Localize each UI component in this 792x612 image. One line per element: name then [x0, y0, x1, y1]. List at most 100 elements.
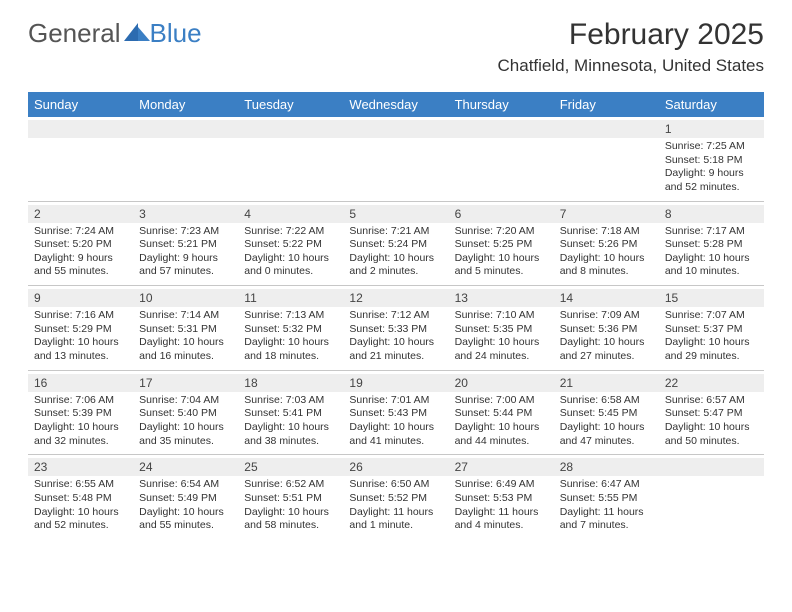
day-ss: Sunset: 5:49 PM: [139, 492, 232, 506]
day-dl2: and 35 minutes.: [139, 435, 232, 449]
empty-cell: [659, 455, 764, 539]
day-number: 11: [238, 289, 343, 307]
day-dl1: Daylight: 10 hours: [139, 336, 232, 350]
day-dl2: and 10 minutes.: [665, 265, 758, 279]
weekday-tuesday: Tuesday: [238, 92, 343, 117]
day-number: 24: [133, 458, 238, 476]
day-number: 25: [238, 458, 343, 476]
day-dl1: Daylight: 9 hours: [139, 252, 232, 266]
day-number: 1: [659, 120, 764, 138]
day-sr: Sunrise: 7:06 AM: [34, 394, 127, 408]
week-row: 16Sunrise: 7:06 AMSunset: 5:39 PMDayligh…: [28, 370, 764, 455]
day-cell: 19Sunrise: 7:01 AMSunset: 5:43 PMDayligh…: [343, 371, 448, 455]
day-number: 15: [659, 289, 764, 307]
day-cell: 26Sunrise: 6:50 AMSunset: 5:52 PMDayligh…: [343, 455, 448, 539]
empty-cell: [238, 117, 343, 201]
day-dl2: and 5 minutes.: [455, 265, 548, 279]
week-row: 1Sunrise: 7:25 AMSunset: 5:18 PMDaylight…: [28, 117, 764, 201]
day-number: 18: [238, 374, 343, 392]
logo: General Blue: [28, 18, 202, 49]
day-dl2: and 2 minutes.: [349, 265, 442, 279]
empty-cell: [343, 117, 448, 201]
day-sr: Sunrise: 6:47 AM: [560, 478, 653, 492]
day-dl2: and 44 minutes.: [455, 435, 548, 449]
day-sr: Sunrise: 7:09 AM: [560, 309, 653, 323]
day-cell: 4Sunrise: 7:22 AMSunset: 5:22 PMDaylight…: [238, 202, 343, 286]
day-ss: Sunset: 5:43 PM: [349, 407, 442, 421]
day-ss: Sunset: 5:51 PM: [244, 492, 337, 506]
weekday-monday: Monday: [133, 92, 238, 117]
day-sr: Sunrise: 6:49 AM: [455, 478, 548, 492]
day-dl1: Daylight: 11 hours: [455, 506, 548, 520]
empty-daynum: [449, 120, 554, 138]
day-sr: Sunrise: 7:03 AM: [244, 394, 337, 408]
month-title: February 2025: [498, 18, 764, 52]
day-dl2: and 24 minutes.: [455, 350, 548, 364]
day-dl2: and 41 minutes.: [349, 435, 442, 449]
day-number: 26: [343, 458, 448, 476]
day-dl2: and 16 minutes.: [139, 350, 232, 364]
weekday-friday: Friday: [554, 92, 659, 117]
weekday-wednesday: Wednesday: [343, 92, 448, 117]
day-dl2: and 0 minutes.: [244, 265, 337, 279]
day-cell: 27Sunrise: 6:49 AMSunset: 5:53 PMDayligh…: [449, 455, 554, 539]
empty-daynum: [238, 120, 343, 138]
day-ss: Sunset: 5:26 PM: [560, 238, 653, 252]
day-cell: 9Sunrise: 7:16 AMSunset: 5:29 PMDaylight…: [28, 286, 133, 370]
day-number: 2: [28, 205, 133, 223]
week-row: 9Sunrise: 7:16 AMSunset: 5:29 PMDaylight…: [28, 285, 764, 370]
day-ss: Sunset: 5:40 PM: [139, 407, 232, 421]
day-dl2: and 4 minutes.: [455, 519, 548, 533]
day-cell: 16Sunrise: 7:06 AMSunset: 5:39 PMDayligh…: [28, 371, 133, 455]
day-cell: 14Sunrise: 7:09 AMSunset: 5:36 PMDayligh…: [554, 286, 659, 370]
empty-cell: [554, 117, 659, 201]
day-sr: Sunrise: 6:54 AM: [139, 478, 232, 492]
day-ss: Sunset: 5:18 PM: [665, 154, 758, 168]
day-ss: Sunset: 5:55 PM: [560, 492, 653, 506]
day-dl2: and 27 minutes.: [560, 350, 653, 364]
day-sr: Sunrise: 7:23 AM: [139, 225, 232, 239]
weekday-thursday: Thursday: [449, 92, 554, 117]
day-sr: Sunrise: 7:24 AM: [34, 225, 127, 239]
empty-cell: [449, 117, 554, 201]
day-ss: Sunset: 5:48 PM: [34, 492, 127, 506]
day-dl1: Daylight: 10 hours: [244, 506, 337, 520]
day-dl1: Daylight: 9 hours: [34, 252, 127, 266]
weekday-header: SundayMondayTuesdayWednesdayThursdayFrid…: [28, 92, 764, 117]
day-dl1: Daylight: 10 hours: [244, 336, 337, 350]
day-ss: Sunset: 5:28 PM: [665, 238, 758, 252]
day-sr: Sunrise: 7:17 AM: [665, 225, 758, 239]
day-dl2: and 52 minutes.: [665, 181, 758, 195]
day-dl1: Daylight: 10 hours: [34, 421, 127, 435]
day-dl1: Daylight: 10 hours: [455, 252, 548, 266]
day-dl1: Daylight: 11 hours: [349, 506, 442, 520]
logo-text-general: General: [28, 18, 121, 49]
day-number: 7: [554, 205, 659, 223]
empty-cell: [28, 117, 133, 201]
day-sr: Sunrise: 7:00 AM: [455, 394, 548, 408]
day-number: 20: [449, 374, 554, 392]
day-sr: Sunrise: 7:13 AM: [244, 309, 337, 323]
day-cell: 17Sunrise: 7:04 AMSunset: 5:40 PMDayligh…: [133, 371, 238, 455]
day-sr: Sunrise: 7:12 AM: [349, 309, 442, 323]
day-cell: 13Sunrise: 7:10 AMSunset: 5:35 PMDayligh…: [449, 286, 554, 370]
day-number: 23: [28, 458, 133, 476]
day-dl1: Daylight: 10 hours: [665, 421, 758, 435]
logo-text-blue: Blue: [150, 18, 202, 49]
day-dl1: Daylight: 10 hours: [560, 421, 653, 435]
day-sr: Sunrise: 7:07 AM: [665, 309, 758, 323]
day-dl2: and 8 minutes.: [560, 265, 653, 279]
day-dl1: Daylight: 10 hours: [665, 336, 758, 350]
day-sr: Sunrise: 7:22 AM: [244, 225, 337, 239]
day-sr: Sunrise: 6:55 AM: [34, 478, 127, 492]
day-dl2: and 7 minutes.: [560, 519, 653, 533]
day-dl1: Daylight: 10 hours: [455, 336, 548, 350]
empty-daynum: [133, 120, 238, 138]
day-number: 9: [28, 289, 133, 307]
empty-daynum: [659, 458, 764, 476]
day-sr: Sunrise: 7:21 AM: [349, 225, 442, 239]
day-number: 17: [133, 374, 238, 392]
day-number: 12: [343, 289, 448, 307]
day-sr: Sunrise: 7:10 AM: [455, 309, 548, 323]
day-dl1: Daylight: 10 hours: [139, 421, 232, 435]
